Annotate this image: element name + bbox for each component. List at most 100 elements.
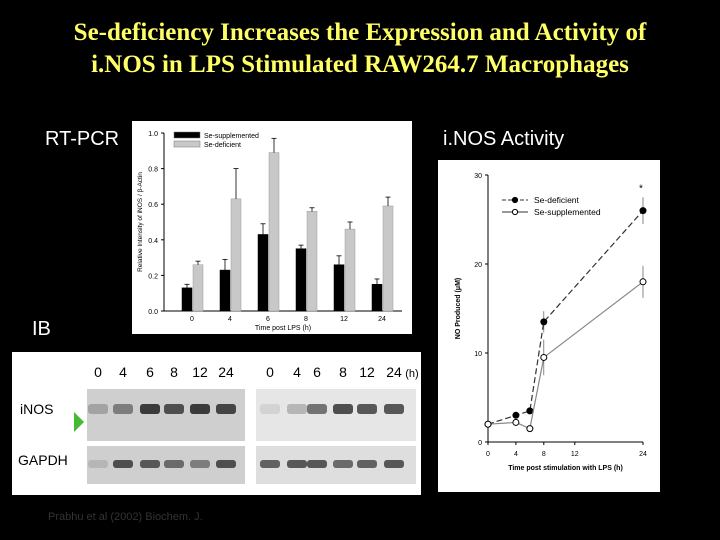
line-legend-marker [511,196,519,204]
blot-band-inos [216,404,236,414]
bar-x-tick-label: 6 [266,316,270,323]
blot-lane-label-left: 6 [146,364,154,380]
line-legend-marker [511,208,519,216]
line-point [512,411,520,419]
bar-legend-label: Se-deficient [204,142,241,149]
bar-se-deficient [268,152,280,312]
bar-x-tick-label: 0 [190,316,194,323]
bar-y-tick-label: 0.6 [148,202,158,209]
blot-arrow-icon [74,412,84,432]
blot-band-gapdh [287,460,307,468]
blot-lane-label-right: (h) [405,368,418,380]
blot-lane-label-right: 6 [313,364,321,380]
bar-se-supplemented [295,248,307,312]
line-y-tick-label: 20 [474,262,482,269]
blot-lane-label-right: 24 [386,364,402,380]
blot-band-inos [88,404,108,414]
blot-band-inos [164,404,184,414]
blot-band-inos [384,404,404,414]
bar-x-tick-label: 8 [304,316,308,323]
blot-band-gapdh [260,460,280,468]
bar-se-deficient [382,205,394,312]
line-point [540,353,548,361]
line-legend-label: Se-supplemented [534,207,601,217]
blot-row-label-inos: iNOS [20,401,53,417]
ib-label: IB [32,318,51,340]
no-activity-chart-panel: 0 10 20 30 0 4 8 12 24 Time post stimulation with… [438,160,660,492]
line-series-se-supplemented [487,281,644,430]
bar-se-supplemented [181,287,193,312]
line-series-se-deficient [487,210,644,425]
rtpcr-bar-chart: 0.0 0.2 0.4 0.6 0.8 1.0 0 4 6 8 12 24 Time post LPS … [137,131,402,332]
blot-band-gapdh [384,460,404,468]
line-point [639,278,647,286]
blot-lane-label-left: 8 [170,364,178,380]
blot-band-inos [333,404,353,414]
bar-y-tick-label: 0.0 [148,309,158,316]
line-x-tick-label: 12 [571,451,579,458]
line-y-tick-label: 0 [478,440,482,447]
blot-band-gapdh [164,460,184,468]
bar-se-supplemented [219,269,231,312]
line-x-tick-label: 24 [639,451,647,458]
slide-title-line1: Se-deficiency Increases the Expression a… [73,19,647,46]
bar-y-tick-label: 1.0 [148,131,158,138]
line-x-tick-label: 0 [486,451,490,458]
blot-film-inos-left [87,389,245,441]
line-y-axis-label: NO Produced (μM) [455,278,462,339]
bar-x-tick-label: 12 [340,316,348,323]
blot-band-inos [287,404,307,414]
blot-band-gapdh [190,460,210,468]
bar-se-supplemented [371,284,383,312]
blot-band-inos [307,404,327,414]
blot-band-gapdh [216,460,236,468]
blot-band-inos [357,404,377,414]
bar-se-deficient [344,228,356,312]
line-y-tick-label: 10 [474,351,482,358]
bar-se-deficient [306,211,318,312]
blot-film-inos-right [256,389,416,441]
line-legend-label: Se-deficient [534,195,580,205]
bar-legend-swatch [173,131,201,139]
bar-se-deficient [192,264,204,312]
bar-se-supplemented [333,264,345,312]
bar-se-deficient [230,198,242,312]
bar-x-tick-label: 24 [378,316,386,323]
bar-legend-label: Se-supplemented [204,133,259,140]
blot-band-inos [190,404,210,414]
blot-band-inos [140,404,160,414]
bar-y-tick-label: 0.8 [148,167,158,174]
blot-lane-label-left: 12 [192,364,208,380]
blot-band-gapdh [357,460,377,468]
blot-lane-label-left: 4 [119,364,127,380]
inos-activity-label: i.NOS Activity [443,128,565,150]
no-line-chart: 0 10 20 30 0 4 8 12 24 Time post stimulation with… [455,173,647,472]
citation: Prabhu et al (2002) Biochem. J. [48,511,203,523]
bar-x-axis-label: Time post LPS (h) [255,325,311,332]
blot-band-gapdh [333,460,353,468]
line-significance-annotation: * [639,183,643,194]
blot-lane-label-right: 0 [266,364,274,380]
blot-lane-label-right: 4 [293,364,301,380]
line-point [639,207,647,215]
line-point [512,418,520,426]
bar-x-tick-label: 4 [228,316,232,323]
line-point [484,420,492,428]
blot-lane-label-right: 12 [359,364,375,380]
blot-band-gapdh [140,460,160,468]
line-x-axis-label: Time post stimulation with LPS (h) [508,465,623,472]
blot-band-gapdh [88,460,108,468]
line-x-tick-label: 8 [542,451,546,458]
bar-y-tick-label: 0.4 [148,238,158,245]
blot-lane-label-right: 8 [339,364,347,380]
bar-y-tick-label: 0.2 [148,273,158,280]
line-point [540,318,548,326]
blot-band-inos [260,404,280,414]
bar-y-axis-label: Relative Intensity of iNOS / β-Actin [137,172,144,272]
line-point [526,407,534,415]
bar-legend-swatch [173,140,201,148]
line-x-tick-label: 4 [514,451,518,458]
blot-band-gapdh [113,460,133,468]
blot-band-gapdh [307,460,327,468]
